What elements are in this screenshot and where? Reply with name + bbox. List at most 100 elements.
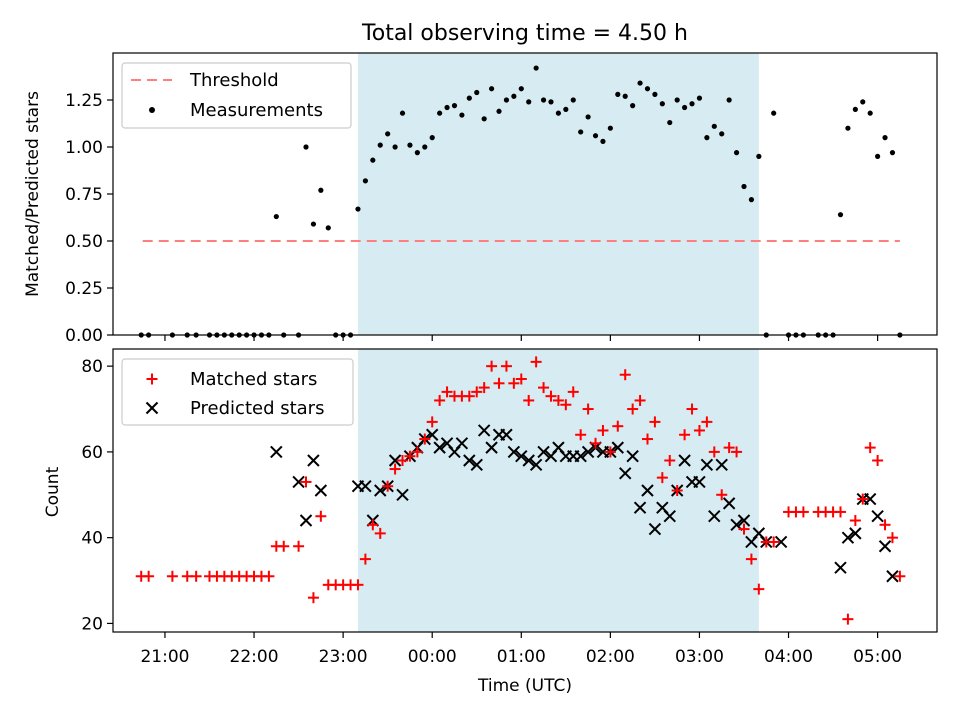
matched-point: [441, 386, 453, 398]
measurement-point: [630, 103, 636, 109]
measurements-series: [138, 65, 903, 338]
predicted-point: [359, 480, 372, 493]
cross-b: [871, 510, 884, 523]
measurement-point: [637, 80, 643, 86]
cross-b: [455, 437, 469, 450]
matched-point: [834, 506, 846, 518]
measurement-point: [600, 138, 606, 144]
cross-b: [700, 458, 714, 471]
measurement-point: [392, 144, 398, 150]
matched-point: [389, 463, 401, 475]
matched-point: [190, 570, 202, 582]
measurement-point: [667, 119, 673, 126]
measurement-point: [578, 129, 584, 135]
matched-point: [627, 403, 639, 415]
measurement-point: [845, 125, 851, 131]
cross-b: [529, 458, 543, 471]
matched-point: [575, 429, 587, 441]
matched-point: [671, 485, 683, 496]
cross-b: [433, 441, 446, 454]
matched-point: [426, 416, 438, 428]
measurement-point: [526, 99, 532, 105]
predicted-point: [299, 514, 313, 527]
measurement-point: [674, 97, 680, 103]
measurement-point: [429, 135, 435, 141]
predicted-point: [663, 510, 676, 523]
predicted-point: [737, 514, 751, 527]
y-tick-label: 1.25: [65, 91, 103, 111]
matched-point: [352, 579, 364, 591]
top-legend-box: [121, 62, 352, 129]
measurement-point: [570, 97, 576, 103]
bottom-x-ticks: 21:00 22:00 23:00 00:00 01:00 02:00 03:00 04:00…: [140, 632, 902, 667]
top-plot-frame: [112, 52, 938, 336]
matched-point: [404, 450, 416, 462]
matched-point: [641, 433, 653, 445]
matched-point: [397, 454, 409, 466]
cross-b: [886, 570, 899, 583]
predicted-point: [433, 441, 446, 454]
x-tick-label: 04:00: [764, 647, 813, 667]
measurement-point: [644, 86, 651, 92]
cross-b: [878, 540, 892, 553]
x-tick-label: 22:00: [230, 647, 279, 667]
measurement-point: [511, 93, 517, 99]
matched-point: [359, 553, 371, 565]
matched-point: [411, 446, 423, 458]
cross-b: [440, 437, 454, 450]
cross-b: [515, 449, 528, 463]
predicted-point: [455, 437, 469, 450]
measurement-point: [362, 178, 368, 184]
x-axis-label: Time (UTC): [477, 676, 572, 696]
predicted-point: [641, 484, 654, 497]
top-y-axis-label: Matched/Predicted stars: [23, 91, 43, 297]
measurement-point: [459, 112, 465, 118]
measurement-point: [748, 197, 755, 203]
measurement-point: [370, 157, 376, 163]
predicted-point: [463, 454, 476, 467]
cross-b: [396, 488, 409, 501]
y-tick-label: 0.50: [65, 232, 103, 252]
measurement-point: [422, 144, 428, 150]
matched-point: [382, 480, 394, 492]
matched-point: [166, 570, 178, 582]
bottom-y-ticks: 20 40 60 80: [81, 357, 113, 634]
matched-point: [745, 553, 757, 565]
cross-b: [693, 475, 706, 489]
matched-point: [560, 399, 572, 411]
cross-b: [849, 527, 862, 540]
measurement-point: [437, 110, 443, 116]
cross-b: [552, 441, 565, 454]
predicted-point: [700, 458, 714, 471]
measurement-point: [875, 153, 881, 159]
measurement-point: [496, 108, 502, 114]
matched-point: [552, 394, 564, 406]
measurement-point: [325, 225, 331, 231]
matched-point: [300, 476, 312, 488]
predicted-point: [648, 522, 662, 536]
top-y-ticks: 0.00 0.25 0.50 0.75 1.00 1.25: [65, 91, 113, 346]
predicted-point: [529, 458, 543, 471]
bottom-panel: 20 40 60 80 21:00 22:00 23:00 00:00 01:00 02:00 0…: [43, 348, 938, 696]
y-tick-label: 0.25: [65, 279, 103, 299]
matched-point: [463, 390, 475, 402]
measurement-point: [704, 135, 710, 141]
top-legend: Threshold Measurements: [121, 62, 352, 129]
predicted-point: [722, 497, 736, 510]
cross-b: [485, 441, 498, 454]
measurement-point: [659, 101, 665, 107]
measurement-point: [682, 104, 688, 111]
measurement-point: [726, 97, 732, 103]
measurement-point: [273, 213, 279, 220]
predicted-point: [470, 458, 483, 471]
matched-point: [701, 416, 713, 428]
matched-point: [567, 386, 579, 398]
bottom-shaded-span: [357, 349, 759, 632]
x-tick-label: 02:00: [586, 647, 635, 667]
cross-b: [722, 497, 736, 510]
cross-b: [752, 527, 766, 540]
predicted-point: [841, 531, 855, 544]
measurement-point: [377, 142, 383, 148]
cross-b: [270, 445, 283, 459]
matched-point: [723, 442, 735, 454]
